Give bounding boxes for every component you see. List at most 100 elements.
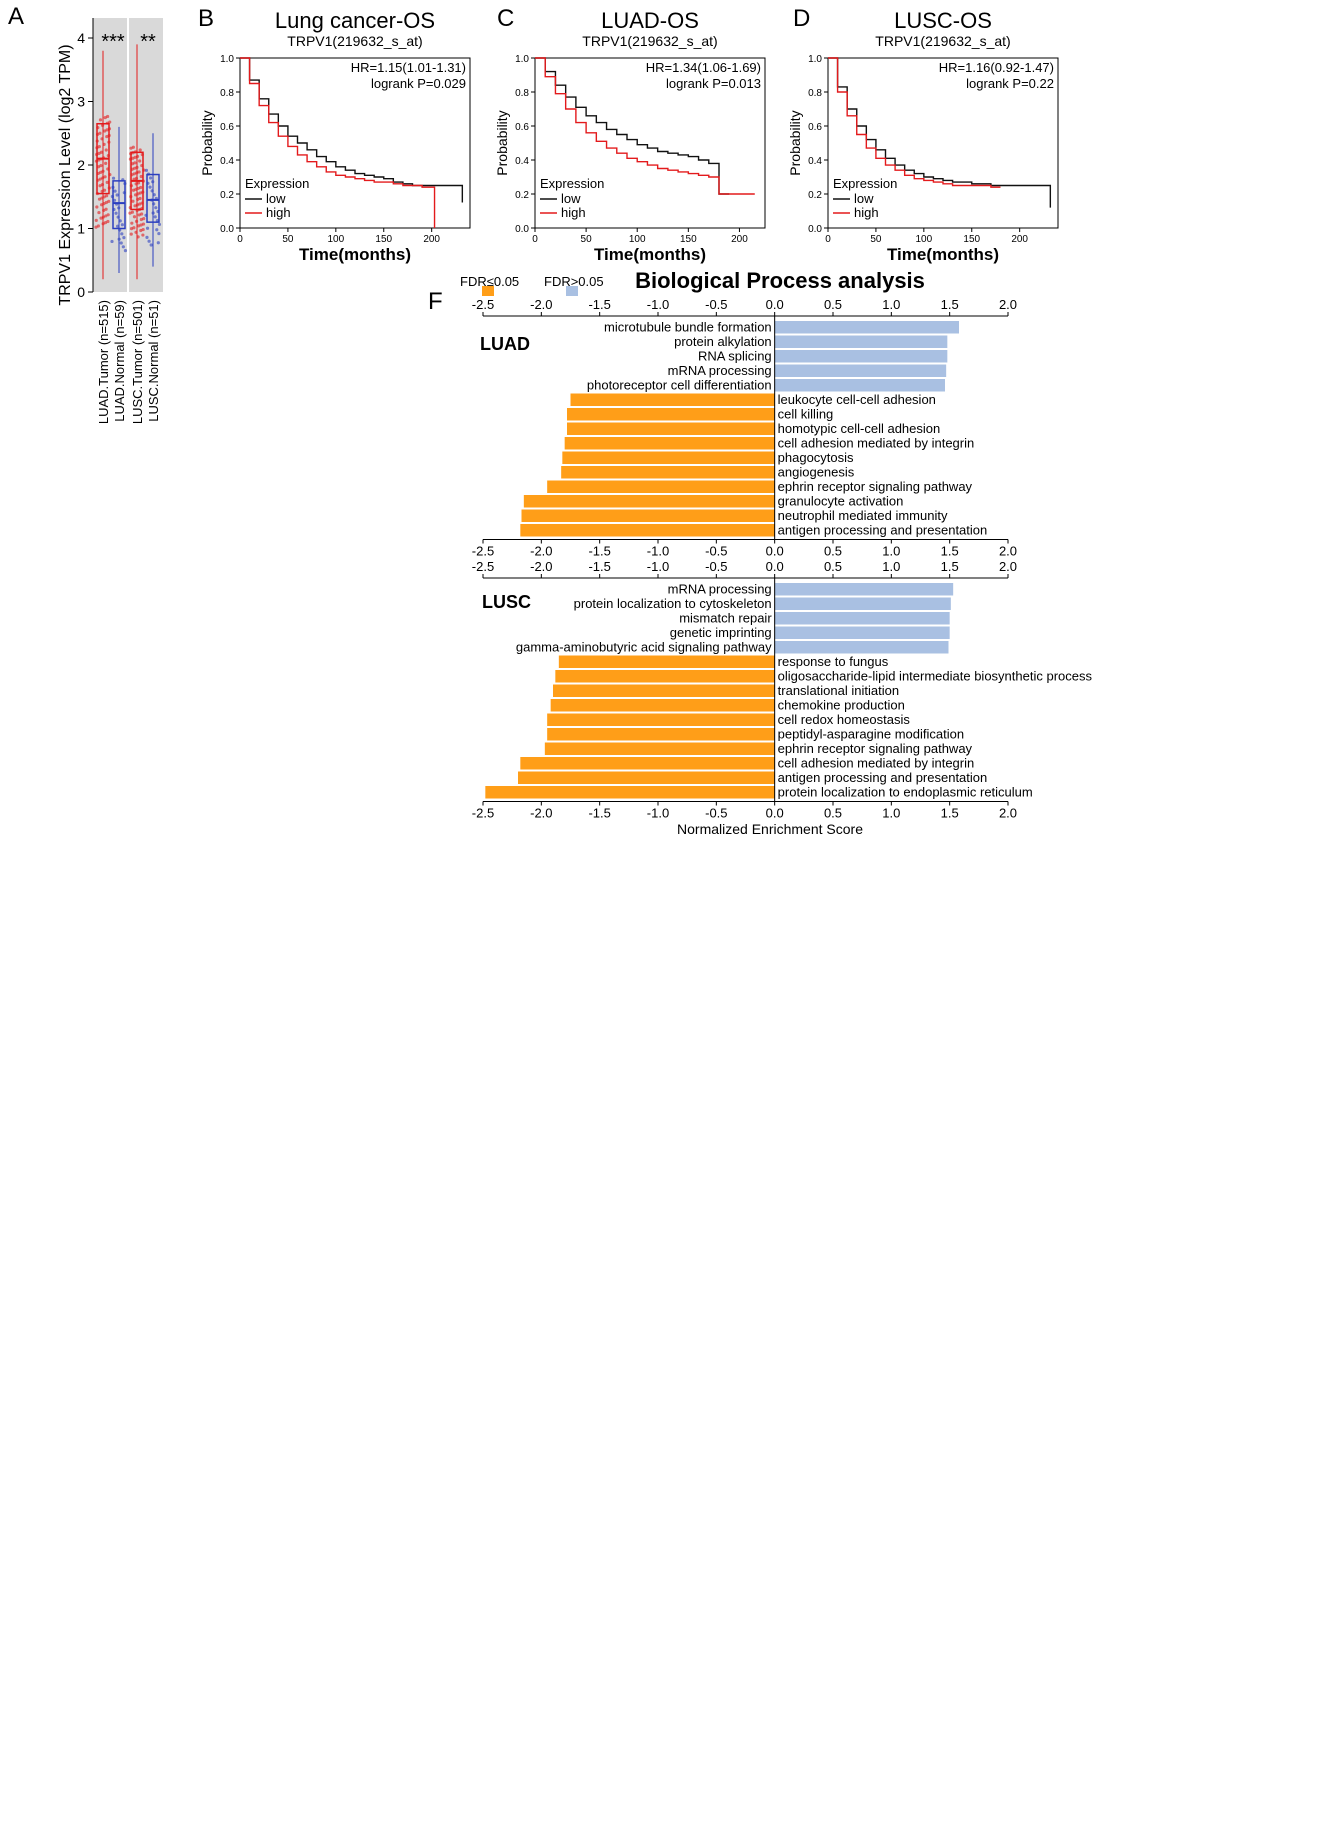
enrichment-bar <box>774 626 950 639</box>
jitter-point <box>95 205 99 209</box>
jitter-point <box>101 169 105 173</box>
logrank-p: logrank P=0.013 <box>666 76 761 91</box>
jitter-point <box>140 163 144 168</box>
jitter-point <box>107 199 111 203</box>
jitter-point <box>122 236 126 240</box>
term-label: protein alkylation <box>674 334 772 349</box>
jitter-point <box>114 211 118 215</box>
jitter-point <box>123 181 127 186</box>
term-label: genetic imprinting <box>670 625 772 640</box>
y-tick-label: 0.2 <box>808 190 822 201</box>
legend-entry: low <box>561 191 581 206</box>
x-tick-label: -1.0 <box>647 559 669 574</box>
jitter-point <box>113 189 117 193</box>
chart-title: Biological Process analysis <box>635 268 925 293</box>
enrichment-bar <box>547 480 775 493</box>
x-tick-label: 100 <box>915 234 932 245</box>
jitter-point <box>100 123 105 128</box>
term-label: translational initiation <box>778 683 899 698</box>
panel-letter-b: B <box>198 5 214 32</box>
jitter-point <box>97 151 101 155</box>
jitter-point <box>100 203 104 207</box>
x-tick-label: 0.5 <box>824 559 842 574</box>
jitter-point <box>154 196 158 201</box>
enrichment-bar <box>774 364 947 377</box>
x-tick-label: -2.0 <box>530 297 552 312</box>
jitter-point <box>157 231 161 236</box>
legend-title: Expression <box>833 176 897 191</box>
y-tick-label: 0.6 <box>515 122 529 133</box>
y-tick-label: 1.0 <box>220 54 234 65</box>
y-tick-label: 0.0 <box>515 224 529 235</box>
enrichment-bar <box>774 583 954 596</box>
jitter-point <box>150 189 154 193</box>
term-label: response to fungus <box>778 654 889 669</box>
jitter-point <box>97 197 102 201</box>
x-tick-label: 2.0 <box>999 559 1017 574</box>
jitter-point <box>121 178 125 182</box>
enrichment-bar <box>567 408 775 421</box>
jitter-point <box>98 118 103 122</box>
x-tick-label: 1.5 <box>941 806 959 821</box>
jitter-point <box>146 181 150 185</box>
jitter-point <box>106 153 110 158</box>
group-label: LUSC <box>482 592 531 612</box>
jitter-point <box>97 210 101 215</box>
legend-entry: low <box>266 191 286 206</box>
jitter-point <box>137 207 142 212</box>
term-label: protein localization to endoplasmic reti… <box>778 785 1033 800</box>
jitter-point <box>99 150 104 154</box>
y-tick-label: 0.4 <box>808 156 822 167</box>
jitter-point <box>101 215 106 219</box>
jitter-point <box>149 243 153 247</box>
jitter-point <box>100 189 104 193</box>
jitter-point <box>123 248 128 253</box>
legend-title: Expression <box>245 176 309 191</box>
x-tick-label: -0.5 <box>705 559 727 574</box>
y-tick-label: 1.0 <box>515 54 529 65</box>
x-tick-label: -2.0 <box>530 806 552 821</box>
x-axis-label: Time(months) <box>887 245 999 264</box>
x-tick-label: -2.0 <box>530 559 552 574</box>
x-tick-label: -2.0 <box>530 544 552 559</box>
term-label: angiogenesis <box>778 465 855 480</box>
enrichment-bar <box>562 451 775 464</box>
jitter-point <box>131 145 135 149</box>
y-tick-label: 0.0 <box>220 224 234 235</box>
term-label: mismatch repair <box>679 611 772 626</box>
enrichment-bar <box>550 699 775 712</box>
jitter-point <box>95 132 100 136</box>
enrichment-bar <box>774 612 950 625</box>
x-tick-label: -0.5 <box>705 297 727 312</box>
jitter-point <box>129 184 133 188</box>
jitter-point <box>142 168 146 172</box>
legend-swatch <box>482 286 494 296</box>
enrichment-bar <box>547 728 775 741</box>
jitter-point <box>95 146 99 150</box>
box-body <box>146 173 160 223</box>
jitter-point <box>142 216 146 221</box>
jitter-point <box>106 213 110 217</box>
enrichment-bar <box>553 684 775 697</box>
survival-curve-high <box>828 57 1001 188</box>
x-tick-label: 0 <box>532 234 538 245</box>
enrichment-bar <box>567 422 775 435</box>
x-tick-label: -1.5 <box>588 559 610 574</box>
jitter-point <box>131 156 135 160</box>
category-label: LUAD.Normal (n=59) <box>112 300 127 422</box>
y-axis-label: Probability <box>494 110 510 175</box>
enrichment-bar <box>774 597 951 610</box>
x-tick-label: 0.5 <box>824 544 842 559</box>
jitter-point <box>141 190 145 194</box>
jitter-point <box>139 185 143 190</box>
x-tick-label: 0 <box>237 234 243 245</box>
y-tick-label: 0.8 <box>515 88 529 99</box>
x-tick-label: 200 <box>1011 234 1028 245</box>
category-label: LUSC.Normal (n=51) <box>146 300 161 422</box>
jitter-point <box>99 157 103 161</box>
x-tick-label: -2.5 <box>472 806 494 821</box>
x-tick-label: 2.0 <box>999 297 1017 312</box>
term-label: ephrin receptor signaling pathway <box>778 479 973 494</box>
